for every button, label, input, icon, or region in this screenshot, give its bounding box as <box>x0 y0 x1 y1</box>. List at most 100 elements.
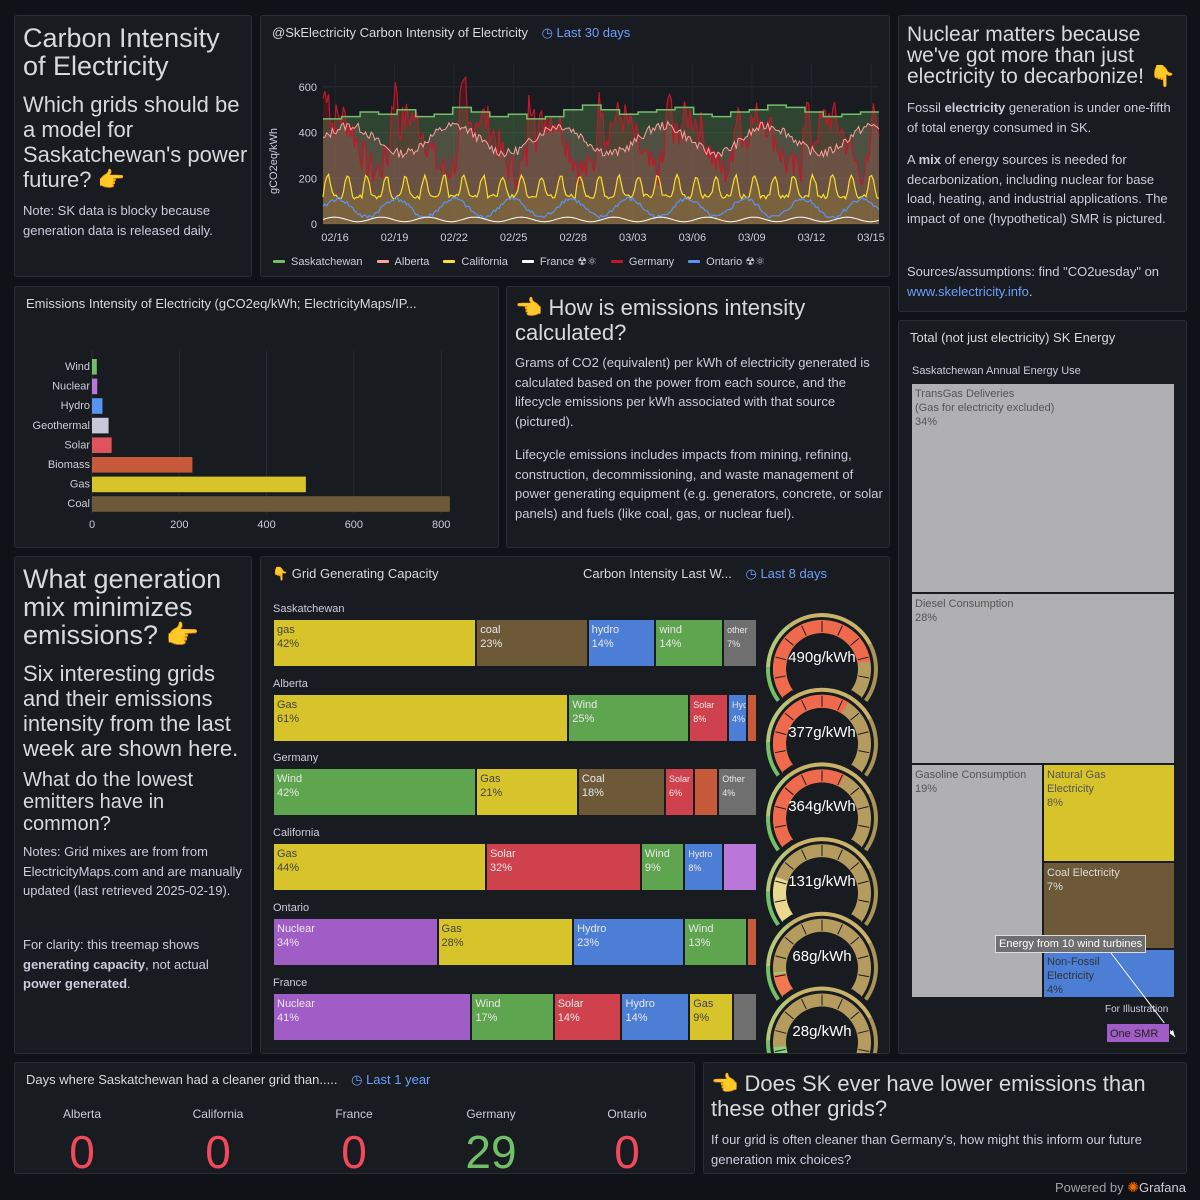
legend-item[interactable]: Germany <box>610 255 675 268</box>
skelectricity-link[interactable]: www.skelectricity.info <box>907 283 1029 299</box>
bar-coal[interactable] <box>92 496 450 512</box>
tile-one-smr[interactable]: One SMR <box>1106 1023 1170 1043</box>
x-tick-label: 03/09 <box>738 232 766 244</box>
bar-gas[interactable] <box>92 476 306 493</box>
capacity-tile[interactable]: Solar 6% <box>665 768 695 817</box>
bar-geothermal[interactable] <box>92 417 109 434</box>
capacity-tile[interactable] <box>732 992 757 1041</box>
bar-nuclear[interactable] <box>92 378 98 395</box>
timeseries-panel[interactable]: @SkElectricity Carbon Intensity of Elect… <box>260 15 890 277</box>
legend-swatch <box>521 260 534 263</box>
capacity-tile[interactable]: Hydro 4% <box>727 693 748 742</box>
emissions-bar-chart[interactable]: 0 200 400 600 800 Wind Nuclear Hydro Geothermal S… <box>15 287 499 548</box>
gauge-tick <box>837 700 843 711</box>
bar-hydro[interactable] <box>92 398 103 414</box>
x-tick-label: 02/25 <box>500 232 528 244</box>
capacity-tile[interactable]: hydro 14% <box>587 619 656 667</box>
capacity-tile[interactable]: Solar 32% <box>485 843 641 892</box>
series-saskatchewan[interactable] <box>323 104 879 120</box>
capacity-tile[interactable]: coal 23% <box>476 619 588 667</box>
sk-energy-title: Total (not just electricity) SK Energy <box>910 330 1116 345</box>
gauge-tick <box>858 675 870 679</box>
tile-diesel[interactable]: Diesel Consumption 28% <box>911 593 1175 764</box>
capacity-tile[interactable]: Hydro 23% <box>573 917 685 966</box>
emissions-bar-panel[interactable]: Emissions Intensity of Electricity (gCO2… <box>14 286 499 548</box>
capacity-tile[interactable]: gas 42% <box>273 619 477 667</box>
capacity-tile[interactable]: Nuclear 41% <box>273 992 472 1041</box>
gauge-tick <box>801 774 807 786</box>
capacity-tile[interactable]: Gas 61% <box>273 693 569 742</box>
capacity-tile[interactable]: Gas 28% <box>437 917 574 966</box>
gauge-tick <box>837 924 843 935</box>
gauge-value-alberta: 377g/kWh <box>788 723 856 741</box>
gauge-time-range[interactable]: ◷ Last 8 days <box>745 566 826 581</box>
clarity-a: For clarity: this treemap shows <box>23 937 200 952</box>
capacity-tile[interactable]: Hydro 8% <box>684 843 724 892</box>
bar-x-tick: 400 <box>257 519 275 531</box>
legend-swatch <box>376 260 389 263</box>
capacity-tile[interactable]: Other 4% <box>718 768 757 817</box>
capacity-panel[interactable]: 👇 Grid Generating Capacity Carbon Intens… <box>260 556 890 1054</box>
capacity-tile[interactable]: Wind 17% <box>471 992 554 1041</box>
series-ontario[interactable] <box>322 196 880 221</box>
capacity-tile[interactable]: Solar 8% <box>689 693 728 742</box>
tile-gasoline[interactable]: Gasoline Consumption 19% <box>911 764 1043 998</box>
capacity-tile[interactable]: Wind 25% <box>568 693 690 742</box>
capacity-tile[interactable]: Gas 9% <box>689 992 733 1041</box>
gauge-tick <box>784 638 794 646</box>
legend-item[interactable]: Alberta <box>376 256 429 268</box>
capacity-tile[interactable]: Gas 21% <box>476 768 578 817</box>
capacity-tile[interactable]: Solar 14% <box>553 992 622 1041</box>
capacity-tile[interactable]: Gas 44% <box>273 843 486 892</box>
days-title: Days where Saskatchewan had a cleaner gr… <box>26 1072 430 1088</box>
capacity-tile[interactable]: Wind 42% <box>273 768 477 817</box>
capacity-tile[interactable]: Hydro 14% <box>621 992 690 1041</box>
timeseries-chart[interactable]: 600 400 200 0 gCO2eq/kWh 02/16 02/19 02/22 02/25… <box>261 16 890 277</box>
y-tick-label: 600 <box>299 82 317 94</box>
legend-swatch <box>273 260 285 263</box>
capacity-tile[interactable] <box>747 917 757 966</box>
bar-category-label: Geothermal <box>33 420 90 432</box>
legend-label: Germany <box>628 255 675 268</box>
capacity-tile[interactable]: Nuclear 34% <box>273 917 438 966</box>
intro-panel: Carbon Intensity of Electricity Which gr… <box>14 15 252 277</box>
stat-value: 0 <box>341 1126 367 1174</box>
tile-natgas-electricity[interactable]: Natural Gas Electricity 8% <box>1043 764 1175 862</box>
capacity-tile[interactable] <box>723 843 757 892</box>
tile-transgas[interactable]: TransGas Deliveries (Gas for electricity… <box>911 383 1175 593</box>
gauge-tick <box>851 765 862 773</box>
capacity-tile[interactable] <box>747 693 757 742</box>
grid-name-label: Ontario <box>273 901 310 914</box>
time-range-picker[interactable]: ◷ Last 30 days <box>542 25 631 40</box>
powered-by[interactable]: Powered by ✺Grafana <box>1055 1179 1186 1196</box>
legend-swatch <box>443 260 456 263</box>
gauge-tick <box>784 712 794 721</box>
tile-nonfossil-electricity[interactable]: Non-Fossil Electricity 4% <box>1043 949 1175 998</box>
capacity-tile[interactable] <box>694 768 719 817</box>
legend-item[interactable]: Saskatchewan <box>273 256 363 268</box>
x-tick-label: 02/28 <box>559 232 587 244</box>
days-time-range[interactable]: ◷ Last 1 year <box>351 1072 430 1087</box>
bar-biomass[interactable] <box>92 457 193 473</box>
series-france[interactable] <box>322 216 880 223</box>
legend-item[interactable]: Ontario ☢︎⚛︎ <box>688 255 765 268</box>
bar-wind[interactable] <box>92 359 97 375</box>
mix-clarity: For clarity: this treemap shows generati… <box>23 935 248 994</box>
nuclear-paragraph-2: A mix of energy sources is needed for de… <box>907 150 1177 228</box>
gauge-tick <box>774 899 786 903</box>
series-alberta[interactable] <box>322 120 880 159</box>
legend-item[interactable]: France ☢︎⚛︎ <box>521 255 597 268</box>
capacity-tile[interactable]: wind 14% <box>655 619 724 667</box>
tile-coal-electricity[interactable]: Coal Electricity 7% <box>1043 862 1175 949</box>
bar-solar[interactable] <box>92 437 112 453</box>
series-california[interactable] <box>322 172 880 201</box>
capacity-tile[interactable]: other 7% <box>723 619 757 667</box>
capacity-tile[interactable]: Wind 13% <box>684 917 748 966</box>
sk-energy-panel[interactable]: Total (not just electricity) SK Energy S… <box>898 320 1187 1054</box>
nuclear-p2-b: mix <box>918 152 941 167</box>
nuclear-panel: Nuclear matters because we've got more t… <box>898 15 1187 312</box>
lower-panel: 👈 Does SK ever have lower emissions than… <box>703 1062 1187 1174</box>
capacity-tile[interactable]: Coal 18% <box>577 768 666 817</box>
capacity-tile[interactable]: Wind 9% <box>640 843 685 892</box>
legend-item[interactable]: California <box>443 256 508 268</box>
